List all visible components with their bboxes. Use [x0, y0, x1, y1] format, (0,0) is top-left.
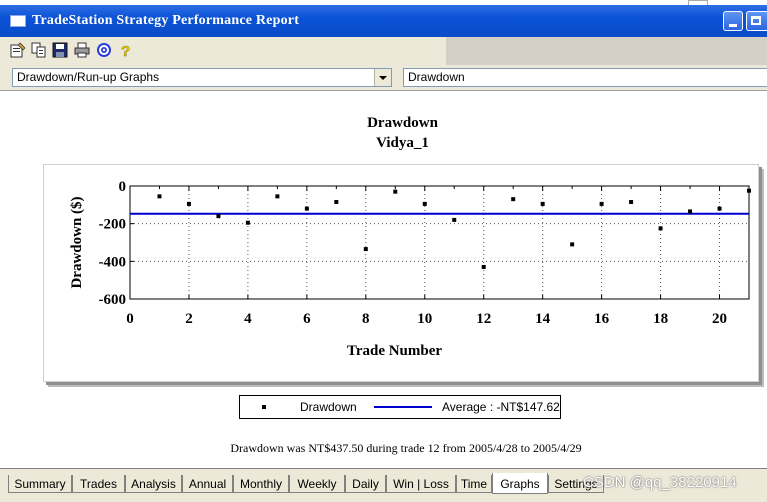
y-tick-label: -200 [99, 217, 127, 233]
copy-icon[interactable] [31, 42, 47, 58]
x-tick-label: 16 [594, 311, 610, 327]
tab-analysis[interactable]: Analysis [125, 475, 182, 493]
x-axis-label: Trade Number [347, 343, 442, 359]
drawdown-point [629, 200, 634, 205]
drawdown-point [717, 206, 722, 211]
toolbar: ? [0, 37, 767, 65]
drawdown-point [334, 200, 339, 205]
toolbar-empty-area [446, 37, 767, 65]
title-bar: TradeStation Strategy Performance Report [0, 5, 767, 37]
selector-row: Drawdown/Run-up Graphs Drawdown [0, 65, 767, 90]
tab-graphs[interactable]: Graphs [492, 473, 548, 494]
x-tick-label: 20 [712, 311, 727, 327]
tab-daily[interactable]: Daily [345, 475, 386, 493]
drawdown-chart: 0 2 4 6 8 10 12 14 16 18 20 0 -200 -400 -600 Trade Numb… [69, 179, 751, 359]
window-title: TradeStation Strategy Performance Report [32, 13, 300, 28]
drawdown-point [599, 201, 604, 206]
watermark: CSDN @qq_38220914 [583, 474, 737, 491]
chart-subtitle: Vidya_1 [376, 135, 429, 151]
drawdown-point [393, 189, 398, 194]
graph-subtype-value: Drawdown [408, 70, 465, 84]
legend-drawdown-label: Drawdown [300, 400, 357, 414]
help-icon[interactable]: ? [117, 42, 133, 58]
drawdown-point [245, 220, 250, 225]
tab-summary[interactable]: Summary [8, 475, 72, 493]
drawdown-point [511, 197, 516, 202]
graph-type-dropdown[interactable]: Drawdown/Run-up Graphs [12, 68, 392, 87]
legend-average-line [374, 406, 432, 408]
chart-title: Drawdown [367, 115, 438, 131]
drawdown-summary: Drawdown was NT$437.50 during trade 12 f… [230, 441, 582, 455]
app-window-icon [10, 15, 26, 27]
x-tick-label: 12 [476, 311, 491, 327]
drawdown-point [216, 214, 221, 219]
plot-area-frame [129, 185, 750, 300]
drawdown-point [481, 264, 486, 269]
tab-annual[interactable]: Annual [182, 475, 233, 493]
chart-legend: Drawdown Average : -NT$147.62 [239, 395, 561, 419]
drawdown-point [658, 226, 663, 231]
x-tick-label: 10 [417, 311, 432, 327]
print-icon[interactable] [74, 42, 90, 58]
tab-win-loss[interactable]: Win | Loss [386, 475, 456, 493]
x-tick-label: 6 [303, 311, 311, 327]
drawdown-point [688, 209, 693, 214]
x-tick-label: 18 [653, 311, 668, 327]
tab-weekly[interactable]: Weekly [289, 475, 345, 493]
x-tick-label: 4 [244, 311, 252, 327]
drawdown-point [452, 217, 457, 222]
svg-text:?: ? [121, 43, 130, 58]
drawdown-point [747, 188, 751, 193]
drawdown-point [570, 242, 575, 247]
drawdown-point [157, 194, 162, 199]
drawdown-point [540, 201, 545, 206]
y-tick-label: -600 [99, 292, 127, 308]
document-corner [688, 0, 708, 6]
drawdown-point [422, 201, 427, 206]
properties-icon[interactable] [10, 42, 26, 58]
report-content: Drawdown Vidya_1 0 2 4 6 8 10 12 14 16 18 20 0 -200 -… [0, 90, 767, 469]
x-tick-label: 2 [185, 311, 193, 327]
tab-monthly[interactable]: Monthly [233, 475, 289, 493]
tab-bar: Summary Trades Analysis Annual Monthly Weekly… [0, 468, 767, 502]
maximize-button[interactable] [746, 11, 767, 31]
chevron-down-icon[interactable] [374, 69, 391, 86]
legend-average-label: Average : -NT$147.62 [442, 400, 560, 414]
chart-panel: 0 2 4 6 8 10 12 14 16 18 20 0 -200 -400 -600 Trade Numb… [43, 164, 759, 382]
target-icon[interactable] [96, 42, 112, 58]
tab-time[interactable]: Time [456, 475, 492, 493]
drawdown-point [304, 206, 309, 211]
graph-subtype-dropdown[interactable]: Drawdown [403, 68, 767, 87]
drawdown-point [186, 201, 191, 206]
legend-point-marker [262, 405, 266, 409]
y-axis-label: Drawdown ($) [69, 196, 85, 288]
drawdown-point [363, 247, 368, 252]
x-tick-label: 8 [362, 311, 370, 327]
save-icon[interactable] [52, 42, 68, 58]
x-tick-label: 14 [535, 311, 551, 327]
tab-settings[interactable]: Settings [548, 475, 604, 493]
y-tick-label: -400 [99, 254, 127, 270]
x-tick-label: 0 [126, 311, 134, 327]
graph-type-value: Drawdown/Run-up Graphs [17, 70, 160, 84]
drawdown-point [275, 194, 280, 199]
y-tick-label: 0 [119, 179, 127, 195]
tab-trades[interactable]: Trades [72, 475, 125, 493]
minimize-button[interactable] [723, 11, 743, 31]
